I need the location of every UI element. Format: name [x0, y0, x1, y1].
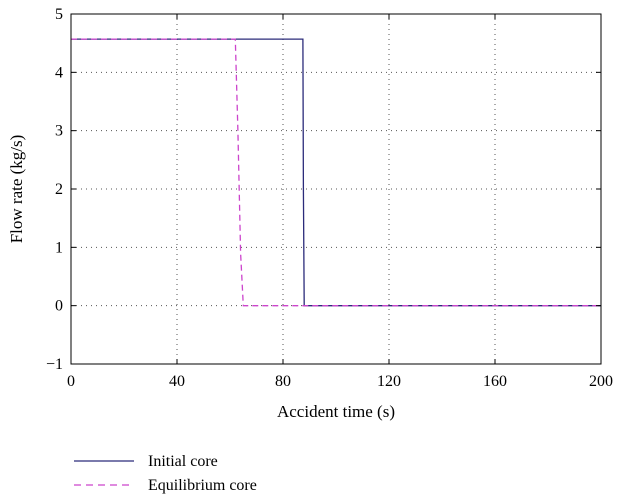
legend-label: Equilibrium core	[148, 477, 257, 494]
series-layer	[71, 38, 601, 307]
y-axis-label: Flow rate (kg/s)	[7, 135, 26, 244]
legend: Initial core Equilibrium core	[74, 453, 257, 494]
y-tick-label: 1	[55, 239, 63, 256]
series-line-equilibrium-core	[71, 38, 601, 307]
y-tick-label: 0	[55, 298, 63, 315]
y-tick-label: 4	[55, 64, 63, 81]
x-tick-label: 80	[275, 373, 291, 390]
y-tick-label: 3	[55, 123, 63, 140]
legend-label: Initial core	[148, 453, 218, 470]
y-tick-label: 2	[55, 181, 63, 198]
grid-layer	[71, 14, 601, 364]
x-tick-label: 0	[67, 373, 75, 390]
x-tick-label: 160	[483, 373, 507, 390]
x-axis-label: Accident time (s)	[277, 402, 395, 421]
x-tick-label: 120	[377, 373, 401, 390]
series-line-initial-core	[71, 38, 601, 307]
y-tick-label: 5	[55, 6, 63, 23]
x-tick-label: 40	[169, 373, 185, 390]
x-tick-label: 200	[589, 373, 613, 390]
y-tick-label: −1	[46, 356, 63, 373]
